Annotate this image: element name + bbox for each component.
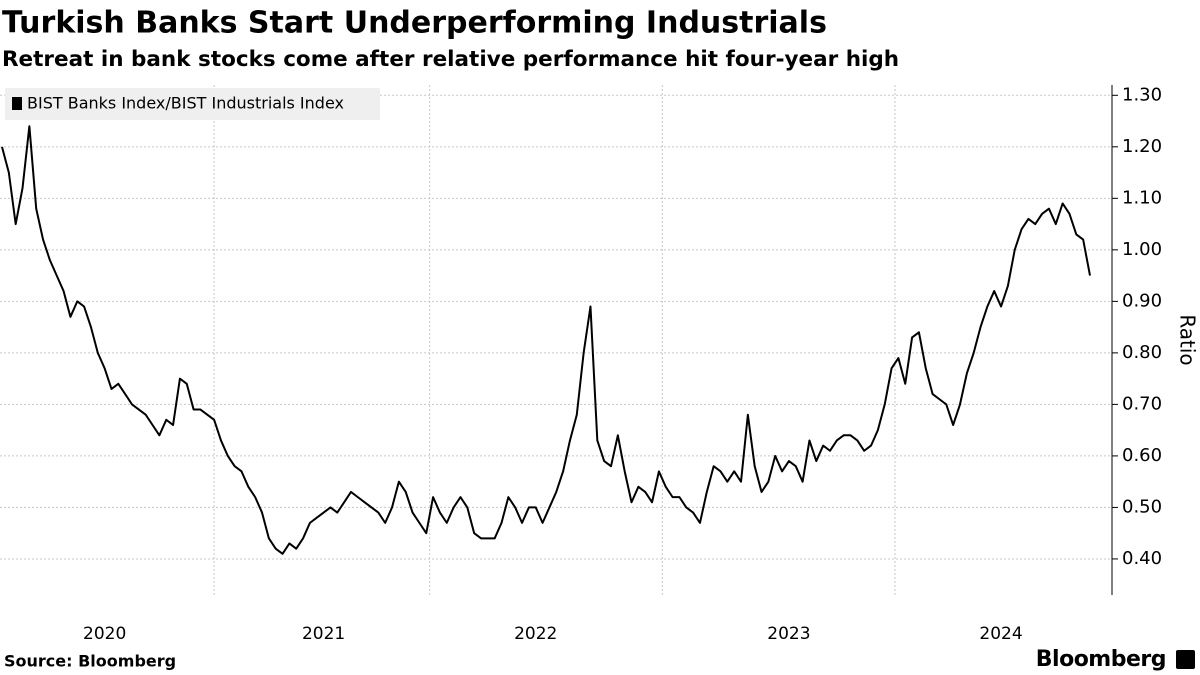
y-tick-label: 0.40	[1122, 548, 1162, 569]
y-tick-label: 1.00	[1122, 239, 1162, 260]
y-tick-label: 1.10	[1122, 187, 1162, 208]
x-tick-label: 2022	[514, 624, 557, 644]
x-tick-label: 2023	[767, 624, 810, 644]
y-tick-label: 0.50	[1122, 496, 1162, 517]
x-tick-label: 2021	[302, 624, 345, 644]
legend-box	[5, 88, 380, 120]
data-line	[1, 125, 1091, 555]
y-tick-label: 0.80	[1122, 342, 1162, 363]
y-tick-label: 1.30	[1122, 84, 1162, 105]
source-note: Source: Bloomberg	[4, 652, 176, 671]
y-tick-label: 0.70	[1122, 393, 1162, 414]
y-tick-label: 0.60	[1122, 445, 1162, 466]
brand-icon	[1176, 650, 1195, 669]
y-axis-label: Ratio	[1176, 314, 1200, 365]
y-tick-label: 0.90	[1122, 290, 1162, 311]
brand-logo: Bloomberg	[1036, 647, 1166, 672]
legend-label: BIST Banks Index/BIST Industrials Index	[27, 94, 344, 113]
chart-title: Turkish Banks Start Underperforming Indu…	[2, 6, 827, 41]
x-tick-label: 2024	[979, 624, 1022, 644]
chart-subtitle: Retreat in bank stocks come after relati…	[2, 47, 899, 72]
y-tick-label: 1.20	[1122, 136, 1162, 157]
legend-swatch	[12, 97, 22, 110]
x-tick-label: 2020	[83, 624, 126, 644]
